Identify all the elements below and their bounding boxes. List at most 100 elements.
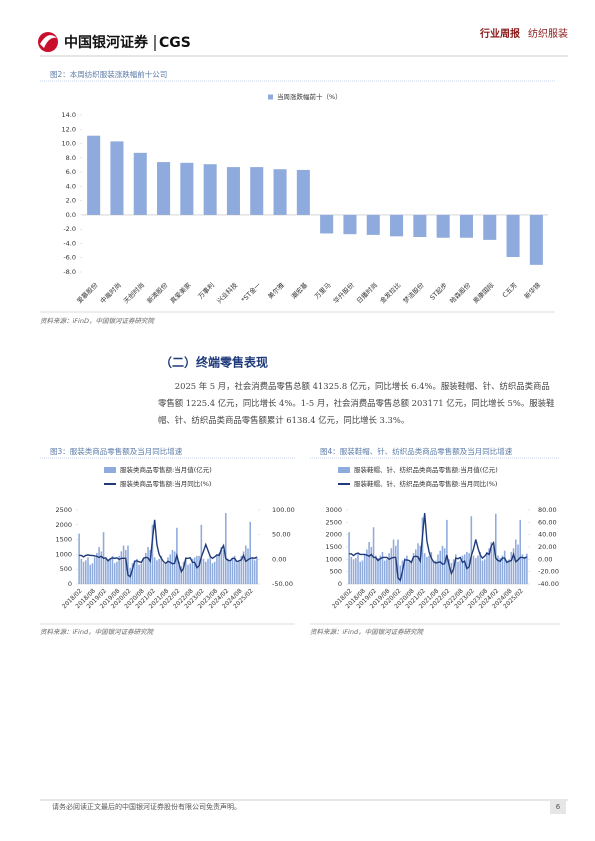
bar: [225, 512, 227, 584]
y2-tick-label: 40.00: [538, 531, 557, 539]
figure-title: 图4：服装鞋帽、针、纺织品类商品零售额及当月同比增速: [320, 446, 513, 456]
source: 资料来源：iFind，中国银河证券研究院: [310, 628, 425, 636]
bar: [229, 561, 231, 584]
bar: [109, 558, 111, 584]
x-tick-label: 梦洁股份: [401, 280, 426, 305]
logo-mark: [38, 32, 58, 52]
legend-swatch: [338, 467, 350, 473]
bar: [198, 555, 200, 584]
bar: [470, 516, 473, 584]
bar: [519, 519, 521, 584]
bar: [439, 550, 441, 584]
bar: [133, 152, 147, 215]
legend-label: 服装类商品零售额:当月值(亿元): [120, 465, 212, 474]
y2-tick-label: 60.00: [538, 518, 557, 526]
bar: [377, 558, 379, 584]
y-tick-label: 14.0: [62, 111, 76, 119]
bar: [352, 559, 355, 584]
bar: [173, 551, 176, 584]
section-heading: （二）终端零售表现: [160, 355, 268, 370]
bar: [196, 555, 198, 584]
bar: [78, 533, 80, 584]
bar: [395, 545, 397, 584]
bar: [250, 167, 264, 215]
bar: [459, 214, 473, 238]
bar: [390, 214, 404, 237]
y2-tick-label: -50.00: [272, 580, 293, 588]
x-tick-label: 哈森股份: [448, 280, 473, 305]
bar: [136, 558, 138, 584]
bar: [412, 553, 415, 584]
bar: [165, 563, 167, 584]
paragraph: 2025 年 5 月，社会消费品零售总额 41325.8 亿元，同比增长 6.4…: [158, 381, 555, 425]
x-tick-label: C五芳: [500, 280, 519, 299]
bar: [238, 561, 240, 584]
y-tick-label: 0.0: [66, 211, 76, 219]
y-tick-label: -6.0: [63, 254, 76, 262]
bar: [296, 169, 310, 215]
bar: [455, 554, 457, 584]
bar: [251, 557, 254, 584]
bar: [253, 560, 256, 584]
bar: [403, 558, 406, 584]
source: 资料来源：iFind，中国银河证券研究院: [40, 628, 155, 636]
bar: [256, 557, 258, 584]
y-tick-label: -2.0: [63, 225, 76, 233]
bar: [366, 214, 380, 235]
bar: [479, 551, 481, 584]
bar: [397, 539, 399, 584]
bar: [187, 564, 189, 584]
bar: [122, 545, 125, 584]
y-tick-label: 2500: [55, 506, 72, 514]
x-tick-label: ST起步: [428, 281, 449, 302]
bar: [273, 169, 287, 215]
bar: [145, 552, 147, 584]
y-tick-label: 500: [330, 568, 342, 576]
bar: [140, 563, 143, 584]
bar: [355, 558, 357, 584]
bar: [157, 162, 171, 215]
legend-label: 服装类商品零售额:当月同比(%): [120, 479, 211, 488]
y-tick-label: 1000: [55, 550, 72, 558]
bar: [200, 524, 203, 584]
bar: [477, 555, 479, 584]
bar: [375, 555, 377, 584]
bar: [218, 552, 220, 584]
bar: [399, 565, 401, 584]
y2-tick-label: 0.00: [538, 555, 552, 563]
bar: [436, 214, 450, 238]
legend-swatch: [268, 94, 273, 100]
bar: [147, 547, 149, 584]
bar: [100, 551, 103, 584]
bar: [82, 561, 85, 584]
y2-tick-label: 100.00: [272, 506, 295, 514]
y-tick-label: 1000: [325, 555, 342, 563]
bar: [386, 559, 388, 584]
x-tick-label: 美尔雅: [266, 280, 287, 301]
bar: [113, 563, 116, 584]
bar: [497, 555, 499, 584]
bar: [381, 551, 384, 584]
legend-label: 服装鞋帽、针、纺织品类商品零售额:当月同比(%): [354, 479, 497, 488]
bar: [426, 556, 428, 584]
bar: [191, 558, 194, 584]
bar: [158, 558, 160, 584]
bar: [437, 554, 439, 584]
x-tick-label: 真爱美家: [168, 280, 193, 305]
bar: [357, 554, 359, 584]
bar: [226, 167, 240, 215]
bar: [216, 555, 218, 584]
y-tick-label: 12.0: [62, 125, 76, 133]
bar: [383, 560, 386, 584]
bar: [370, 547, 373, 584]
legend-swatch: [104, 467, 116, 473]
bar: [359, 561, 361, 584]
bar: [213, 561, 216, 584]
x-tick-label: 新澳股份: [145, 280, 170, 305]
bar: [495, 513, 497, 584]
bar: [233, 555, 236, 584]
logo-en: CGS: [159, 35, 191, 51]
bar: [452, 559, 455, 584]
bar: [249, 521, 251, 584]
